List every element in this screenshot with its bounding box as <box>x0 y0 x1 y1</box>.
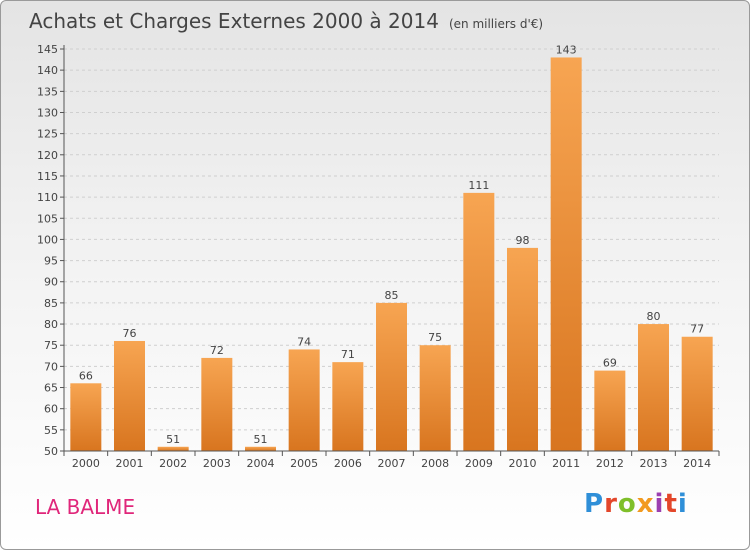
data-label-2005: 74 <box>297 335 311 348</box>
x-tick-label-2014: 2014 <box>683 457 711 470</box>
data-label-2006: 71 <box>341 348 355 361</box>
bar-2013 <box>638 324 669 451</box>
bar-2008 <box>419 345 451 451</box>
chart-title: Achats et Charges Externes 2000 à 2014 <box>29 9 439 33</box>
bar-2002 <box>157 446 189 451</box>
bar-2011 <box>550 57 582 451</box>
data-label-2002: 51 <box>166 433 180 446</box>
x-tick-label-2013: 2013 <box>640 457 668 470</box>
data-labels: 66 76 51 72 51 74 71 85 75 111 98 143 69 80 77 <box>79 43 704 445</box>
y-tick-label: 75 <box>44 339 58 352</box>
y-tick-label: 80 <box>44 318 58 331</box>
y-tick-label: 135 <box>37 85 58 98</box>
chart-unit: (en milliers d'€) <box>448 17 544 31</box>
bar-2010 <box>507 247 538 451</box>
y-tick-label: 55 <box>44 424 58 437</box>
proxiti-logo: Proxiti <box>584 489 688 519</box>
chart-title-block: Achats et Charges Externes 2000 à 2014 (e… <box>29 9 543 33</box>
bar-2007 <box>376 302 407 451</box>
y-tick-label: 120 <box>37 149 58 162</box>
bar-2009 <box>463 192 495 451</box>
bars <box>70 57 713 451</box>
y-axis: 50 55 60 65 70 75 80 85 90 95 100 105 110 115 120 125 13… <box>37 43 65 458</box>
place-name: LA BALME <box>35 495 136 519</box>
x-tick-label-2011: 2011 <box>552 457 580 470</box>
x-tick-label-2000: 2000 <box>72 457 100 470</box>
bar-2014 <box>681 336 713 451</box>
bar-2003 <box>201 357 233 451</box>
y-tick-label: 110 <box>37 191 58 204</box>
y-tick-label: 115 <box>37 170 58 183</box>
y-tick-label: 65 <box>44 382 58 395</box>
x-tick-label-2008: 2008 <box>421 457 449 470</box>
x-tick-label-2005: 2005 <box>290 457 318 470</box>
data-label-2013: 80 <box>647 310 661 323</box>
data-label-2000: 66 <box>79 369 93 382</box>
x-tick-label-2004: 2004 <box>247 457 275 470</box>
y-tick-label: 50 <box>44 445 58 458</box>
data-label-2010: 98 <box>516 234 530 247</box>
x-tick-label-2012: 2012 <box>596 457 624 470</box>
y-tick-label: 85 <box>44 297 58 310</box>
data-label-2003: 72 <box>210 344 224 357</box>
data-label-2012: 69 <box>603 357 617 370</box>
x-tick-label-2002: 2002 <box>159 457 187 470</box>
y-tick-label: 90 <box>44 276 58 289</box>
data-label-2008: 75 <box>428 331 442 344</box>
x-tick-label-2003: 2003 <box>203 457 231 470</box>
y-tick-label: 70 <box>44 360 58 373</box>
bar-2001 <box>114 340 145 451</box>
bar-2005 <box>288 349 320 451</box>
data-label-2001: 76 <box>123 327 137 340</box>
y-tick-label: 140 <box>37 64 58 77</box>
data-label-2014: 77 <box>690 323 704 336</box>
x-tick-label-2010: 2010 <box>509 457 537 470</box>
y-tick-label: 60 <box>44 403 58 416</box>
x-tick-label-2007: 2007 <box>378 457 406 470</box>
y-tick-label: 105 <box>37 212 58 225</box>
bar-2000 <box>70 383 102 451</box>
y-tick-label: 95 <box>44 255 58 268</box>
y-tick-label: 100 <box>37 233 58 246</box>
data-label-2009: 111 <box>468 179 489 192</box>
data-label-2007: 85 <box>385 289 399 302</box>
y-tick-label: 125 <box>37 128 58 141</box>
x-axis: 2000 2001 2002 2003 2004 2005 2006 2007 2008 2009… <box>63 450 720 470</box>
grid-lines <box>64 48 719 431</box>
data-label-2004: 51 <box>254 433 268 446</box>
x-tick-label-2009: 2009 <box>465 457 493 470</box>
data-label-2011: 143 <box>556 43 577 56</box>
y-tick-label: 130 <box>37 106 58 119</box>
bar-2012 <box>594 370 626 451</box>
y-tick-label: 145 <box>37 43 58 56</box>
bar-2004 <box>245 446 276 451</box>
x-tick-label-2001: 2001 <box>116 457 144 470</box>
x-tick-label-2006: 2006 <box>334 457 362 470</box>
bar-2006 <box>332 362 364 451</box>
